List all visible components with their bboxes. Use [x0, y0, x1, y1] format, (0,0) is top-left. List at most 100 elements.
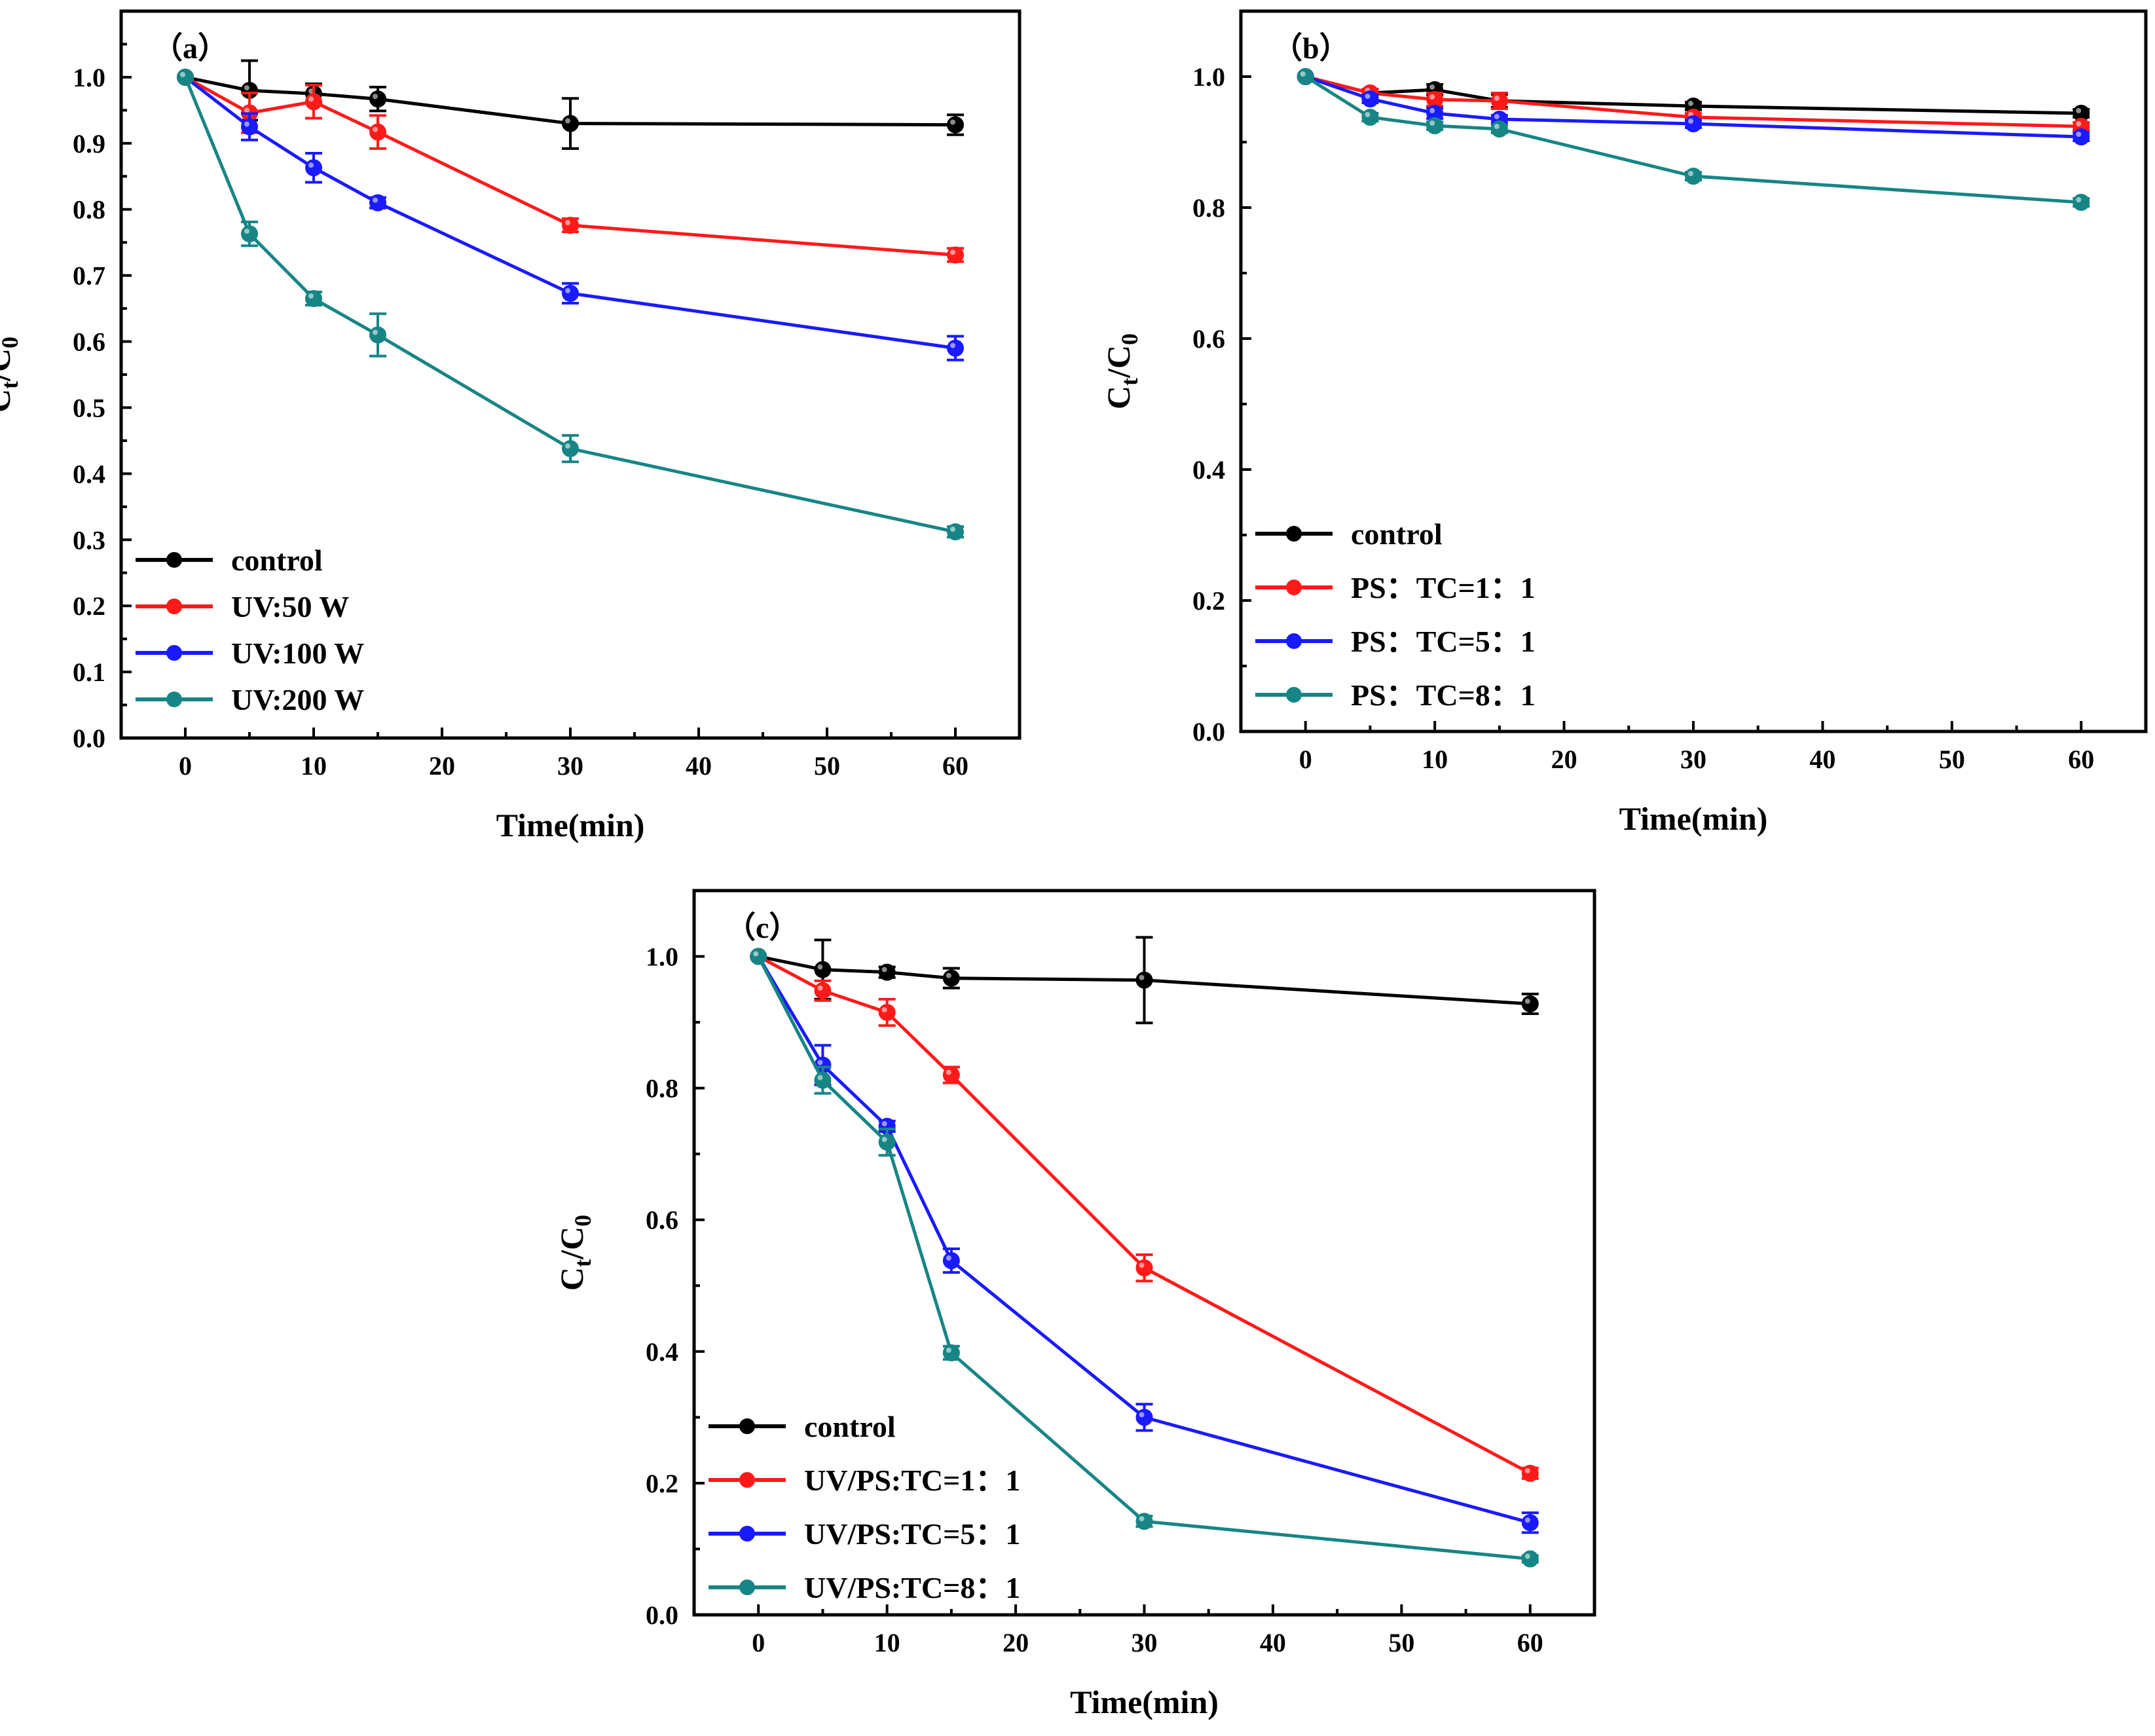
- legend-item: control: [136, 544, 323, 577]
- y-tick-label: 0.8: [73, 195, 105, 225]
- data-point-highlight: [308, 293, 314, 299]
- data-point: [878, 1134, 896, 1151]
- data-point: [814, 1071, 832, 1089]
- legend-label: UV:100 W: [231, 637, 364, 670]
- series-3: [750, 948, 1539, 1568]
- data-point-highlight: [1365, 94, 1371, 99]
- chart-panel-a: 0 10 20 30 40 50 60 0.0 0.1 0.2 0.3 0.4 0.5 0.6 0.7 0.8…: [0, 9, 1022, 843]
- data-point: [1521, 1464, 1539, 1482]
- data-point: [942, 1344, 960, 1361]
- data-point-highlight: [244, 229, 249, 234]
- data-point: [1135, 971, 1153, 989]
- data-point-highlight: [881, 1120, 887, 1126]
- data-point: [1521, 1550, 1539, 1568]
- data-point-highlight: [1688, 119, 1693, 124]
- data-point-highlight: [1429, 84, 1435, 90]
- x-tick-label: 0: [752, 1628, 765, 1657]
- legend-marker: [1286, 526, 1302, 542]
- data-point: [1685, 168, 1702, 185]
- legend-marker: [739, 1418, 755, 1434]
- legend-marker: [739, 1472, 755, 1488]
- data-point: [1490, 92, 1508, 109]
- data-point-highlight: [1139, 1412, 1145, 1418]
- data-point: [1135, 1259, 1153, 1277]
- y-tick-label: 0.6: [1192, 324, 1225, 354]
- data-point-highlight: [244, 107, 249, 113]
- x-axis-label: Time(min): [496, 807, 645, 843]
- data-point: [369, 90, 386, 108]
- y-axis-label-subscript: 0: [570, 1215, 596, 1227]
- series-line: [1305, 75, 2082, 128]
- legend-label: PS：TC=5：1: [1351, 625, 1536, 658]
- data-point: [942, 969, 960, 987]
- data-point-highlight: [950, 342, 955, 348]
- data-point-highlight: [1494, 124, 1500, 129]
- data-point: [2072, 128, 2090, 145]
- data-point: [814, 982, 832, 999]
- data-point-highlight: [1524, 1553, 1530, 1559]
- x-tick-label: 50: [1939, 745, 1965, 774]
- y-tick-label: 0.2: [646, 1469, 678, 1498]
- legend-label: control: [1351, 517, 1443, 551]
- data-point: [305, 289, 322, 307]
- data-point-highlight: [308, 96, 314, 102]
- series-line: [758, 955, 1530, 1006]
- data-point: [305, 159, 322, 177]
- data-point-highlight: [373, 94, 378, 100]
- legend-marker: [166, 645, 182, 661]
- legend-item: control: [709, 1410, 896, 1443]
- y-tick-label: 0.7: [73, 261, 105, 291]
- y-tick-label: 0.2: [73, 591, 105, 621]
- data-point-highlight: [565, 118, 570, 124]
- data-point: [1490, 120, 1508, 138]
- y-axis-label-subscript: t: [570, 1259, 596, 1267]
- y-axis-label: Ct/C0: [0, 337, 23, 413]
- y-axis-label-subscript: t: [1116, 378, 1143, 386]
- x-tick-label: 20: [1551, 745, 1577, 774]
- y-axis-label-text: C: [553, 1267, 590, 1291]
- data-point: [942, 1066, 960, 1084]
- x-axis-label: Time(min): [1070, 1684, 1219, 1720]
- y-tick-label: 0.6: [73, 327, 105, 357]
- data-point: [750, 948, 767, 965]
- data-point-highlight: [565, 287, 570, 293]
- data-point-highlight: [373, 197, 378, 203]
- data-point-highlight: [946, 972, 951, 978]
- series-line: [184, 75, 956, 350]
- data-point-highlight: [373, 126, 378, 132]
- y-tick-label: 0.4: [646, 1337, 678, 1367]
- data-point: [1297, 68, 1314, 85]
- data-point-highlight: [1139, 1263, 1145, 1268]
- legend-marker: [1286, 580, 1302, 595]
- data-point: [305, 93, 322, 111]
- data-point: [562, 115, 579, 132]
- legend-marker: [166, 692, 182, 707]
- y-tick-label: 0.0: [73, 724, 105, 753]
- legend-marker: [739, 1526, 755, 1542]
- chart-panel-b: 0 10 20 30 40 50 60 0.0 0.2 0.4 0.6 0.8 1.0 Time(min)…: [1100, 9, 2148, 837]
- y-tick-label: 0.3: [73, 525, 105, 555]
- data-point: [947, 339, 964, 357]
- data-point-highlight: [881, 1007, 887, 1013]
- x-axis-label: Time(min): [1619, 800, 1768, 837]
- legend-item: UV:200 W: [136, 683, 364, 716]
- x-tick-label: 10: [1422, 745, 1448, 774]
- data-point-highlight: [1524, 998, 1530, 1004]
- chart-panel-c: 0 10 20 30 40 50 60 0.0 0.2 0.4 0.6 0.8 1.0 Time(min)…: [553, 889, 1596, 1720]
- data-point-highlight: [1688, 101, 1693, 106]
- data-point-highlight: [817, 1060, 823, 1065]
- data-point: [1426, 117, 1444, 134]
- data-point: [942, 1252, 960, 1270]
- y-tick-label: 0.9: [73, 129, 105, 158]
- legend-label: control: [231, 544, 323, 577]
- y-tick-label: 1.0: [646, 942, 678, 972]
- series-3: [1297, 68, 2090, 211]
- x-tick-label: 30: [557, 751, 583, 781]
- data-point-highlight: [180, 71, 185, 77]
- data-point: [814, 961, 832, 978]
- data-point-highlight: [950, 119, 955, 125]
- y-axis-label-subscript: 0: [0, 337, 23, 348]
- x-tick-label: 40: [686, 751, 712, 781]
- y-axis-label-text: C: [0, 389, 17, 413]
